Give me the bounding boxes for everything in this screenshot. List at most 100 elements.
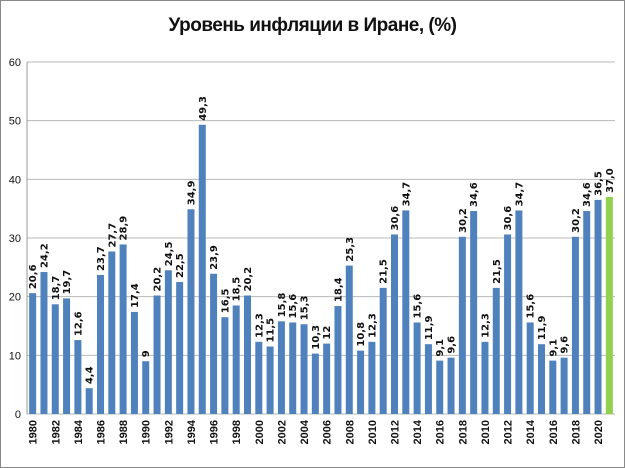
y-tick-label: 0 <box>15 409 21 421</box>
x-tick-label: 1986 <box>96 420 108 444</box>
bar <box>560 357 568 414</box>
data-label: 12,3 <box>367 313 378 338</box>
bar <box>583 211 591 414</box>
bar <box>368 341 376 414</box>
data-label: 9,6 <box>447 336 458 354</box>
bar <box>379 287 387 414</box>
bar <box>142 361 150 414</box>
data-label: 11,9 <box>537 315 548 340</box>
data-label: 15,6 <box>288 294 299 319</box>
x-tick-label: 2000 <box>254 420 266 444</box>
bar <box>85 388 93 414</box>
data-label: 27,7 <box>107 223 118 248</box>
data-label: 16,5 <box>220 288 231 313</box>
bar <box>492 287 500 414</box>
x-tick-label: 1994 <box>186 419 198 444</box>
data-label: 24,5 <box>164 242 175 267</box>
bar <box>176 282 184 414</box>
x-tick-label: 2002 <box>276 420 288 444</box>
data-label: 18,5 <box>232 277 243 302</box>
bar <box>266 346 274 414</box>
bar <box>74 340 82 414</box>
bar <box>436 360 444 414</box>
bar <box>345 265 353 414</box>
x-tick-label: 2008 <box>344 420 356 444</box>
x-tick-label: 2004 <box>299 419 311 444</box>
chart-title: Уровень инфляции в Иране, (%) <box>168 15 457 36</box>
bar <box>538 344 545 414</box>
y-tick-label: 30 <box>9 233 21 245</box>
data-label: 30,2 <box>458 208 469 233</box>
bar <box>187 209 195 414</box>
data-label: 18,7 <box>51 276 62 301</box>
bar <box>164 270 172 414</box>
x-tick-label: 2014 <box>525 419 537 444</box>
data-label: 11,5 <box>266 318 277 343</box>
bar <box>402 210 410 414</box>
x-tick-label: 2018 <box>457 420 469 444</box>
data-label: 30,6 <box>390 206 401 231</box>
x-tick-label: 2010 <box>367 420 379 444</box>
bar <box>255 341 263 414</box>
bar <box>334 306 342 414</box>
bar <box>119 244 127 414</box>
bar <box>289 322 297 414</box>
x-tick-label: 2018 <box>570 420 582 444</box>
bar <box>549 360 557 414</box>
bar <box>300 324 308 414</box>
bar <box>481 341 489 414</box>
x-tick-label: 2016 <box>435 420 447 444</box>
data-label: 36,5 <box>594 171 605 196</box>
bar <box>594 199 602 414</box>
y-tick-label: 60 <box>9 57 21 69</box>
bar <box>504 234 512 414</box>
data-label: 15,6 <box>526 294 537 319</box>
x-tick-label: 1984 <box>73 419 85 444</box>
data-label: 11,9 <box>424 315 435 340</box>
y-tick-label: 10 <box>9 350 21 362</box>
data-label: 10,3 <box>311 325 322 350</box>
x-tick-label: 1988 <box>118 420 130 444</box>
x-tick-label: 2014 <box>412 419 424 444</box>
bar <box>470 211 478 414</box>
data-label: 30,2 <box>571 208 582 233</box>
data-label: 24,2 <box>39 243 50 268</box>
x-tick-label: 2016 <box>548 420 560 444</box>
x-tick-label: 2012 <box>503 420 515 444</box>
bar <box>153 295 161 414</box>
data-label: 23,7 <box>96 246 107 271</box>
data-label: 49,3 <box>198 96 209 121</box>
bar <box>221 317 229 414</box>
data-label: 12,3 <box>480 313 491 338</box>
data-label: 30,6 <box>503 206 514 231</box>
bar <box>198 124 206 415</box>
data-label: 23,9 <box>209 245 220 270</box>
bar <box>391 234 398 414</box>
data-label: 12,6 <box>73 311 84 336</box>
data-label: 20,2 <box>243 267 254 292</box>
bar <box>515 210 523 414</box>
bar <box>40 272 48 414</box>
bar <box>571 236 579 414</box>
data-label: 34,6 <box>582 182 593 207</box>
data-label: 20,6 <box>28 264 39 289</box>
data-label: 15,3 <box>300 296 311 321</box>
bar <box>277 321 285 414</box>
x-tick-label: 1992 <box>163 420 175 444</box>
x-tick-label: 2006 <box>322 420 334 444</box>
data-label: 4,4 <box>85 366 96 384</box>
data-label: 9 <box>141 350 152 357</box>
data-label: 21,5 <box>492 259 503 284</box>
x-tick-label: 1982 <box>50 420 62 444</box>
data-label: 17,4 <box>130 283 141 308</box>
bar <box>97 274 104 414</box>
bar <box>108 251 116 414</box>
data-label: 18,4 <box>333 277 344 302</box>
bar <box>244 295 251 414</box>
bar <box>447 357 455 414</box>
bar <box>51 304 59 414</box>
y-tick-label: 20 <box>9 292 21 304</box>
x-tick-label: 2012 <box>390 420 402 444</box>
